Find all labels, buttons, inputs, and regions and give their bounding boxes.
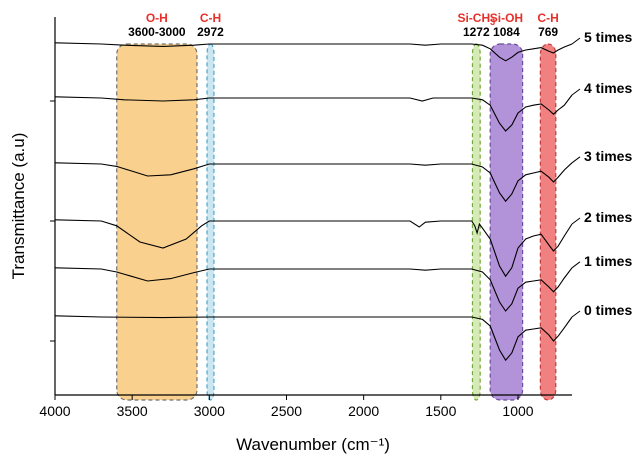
x-tick-label-4: 2000 — [348, 403, 379, 419]
axes-layer — [54, 17, 572, 396]
band-layer: O-H3600-3000C-H2972Si-CH31272Si-OH1084C-… — [116, 11, 559, 401]
x-tick-label-1: 3500 — [117, 403, 148, 419]
band-position-4: 769 — [538, 25, 558, 39]
series-leader-5 — [571, 310, 581, 318]
series-leader-3 — [571, 217, 581, 225]
series-leader-1 — [571, 88, 581, 96]
series-leader-4 — [571, 261, 581, 269]
band-4 — [539, 43, 557, 401]
band-3 — [489, 43, 524, 401]
band-name-1: C-H — [200, 11, 221, 25]
x-tick-label-5: 1500 — [425, 403, 456, 419]
x-axis-title: Wavenumber (cm⁻¹) — [236, 435, 390, 454]
x-tick-label-0: 4000 — [39, 403, 70, 419]
x-ticks: 4000 3500 3000 2500 2000 1500 1000 — [39, 395, 534, 419]
series-label-1: 4 times — [584, 80, 632, 96]
series-label-0: 5 times — [584, 29, 632, 45]
series-line-2 — [54, 162, 573, 203]
series-labels: 5 times 4 times 3 times 2 times 1 times 0 tim… — [571, 29, 632, 318]
x-tick-label-3: 2500 — [271, 403, 302, 419]
band-name-4: C-H — [537, 11, 558, 25]
series-label-4: 1 times — [584, 253, 632, 269]
series-line-3 — [54, 219, 573, 278]
series-line-0 — [54, 42, 573, 62]
series-leader-2 — [571, 156, 581, 164]
band-name-0: O-H — [146, 11, 168, 25]
x-tick-label-6: 1000 — [502, 403, 533, 419]
band-name-2: Si-CH3 — [457, 11, 495, 27]
band-position-1: 2972 — [197, 25, 224, 39]
band-position-3: 1084 — [493, 25, 520, 39]
x-tick-label-2: 3000 — [194, 403, 225, 419]
series-line-1 — [54, 94, 573, 132]
band-position-2: 1272 — [463, 25, 490, 39]
band-position-0: 3600-3000 — [128, 25, 186, 39]
band-0 — [116, 43, 198, 401]
series-label-5: 0 times — [584, 302, 632, 318]
series-line-4 — [54, 267, 573, 312]
series-leader-0 — [571, 37, 581, 45]
y-ticks — [50, 100, 55, 342]
y-axis-title: Transmittance (a.u) — [9, 133, 28, 280]
series-label-3: 2 times — [584, 209, 632, 225]
series-layer — [54, 42, 573, 362]
band-name-3: Si-OH — [490, 11, 523, 25]
series-line-5 — [54, 315, 573, 362]
band-2 — [471, 43, 481, 401]
series-label-2: 3 times — [584, 148, 632, 164]
